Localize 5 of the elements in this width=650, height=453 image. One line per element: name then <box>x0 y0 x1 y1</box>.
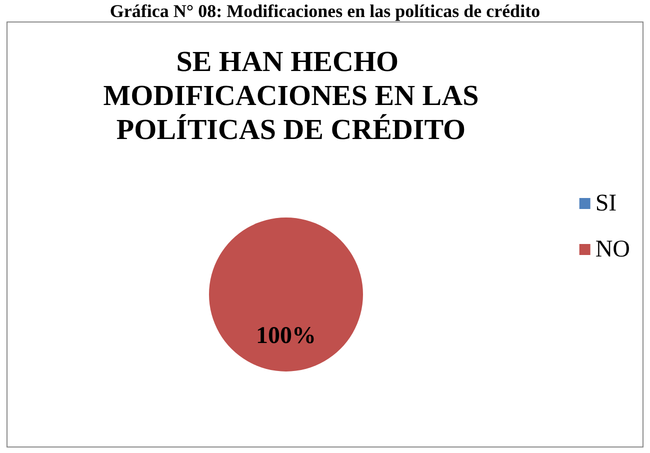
data-label: 100% <box>256 322 316 349</box>
legend-label: SI <box>595 190 617 216</box>
legend-label: NO <box>595 236 630 262</box>
chart-title: SE HAN HECHO MODIFICACIONES EN LAS POLÍTICAS DE CRÉDITO <box>103 46 479 146</box>
text: Gráfica N° 08: Modificaciones en las políticas de crédito <box>110 1 540 21</box>
